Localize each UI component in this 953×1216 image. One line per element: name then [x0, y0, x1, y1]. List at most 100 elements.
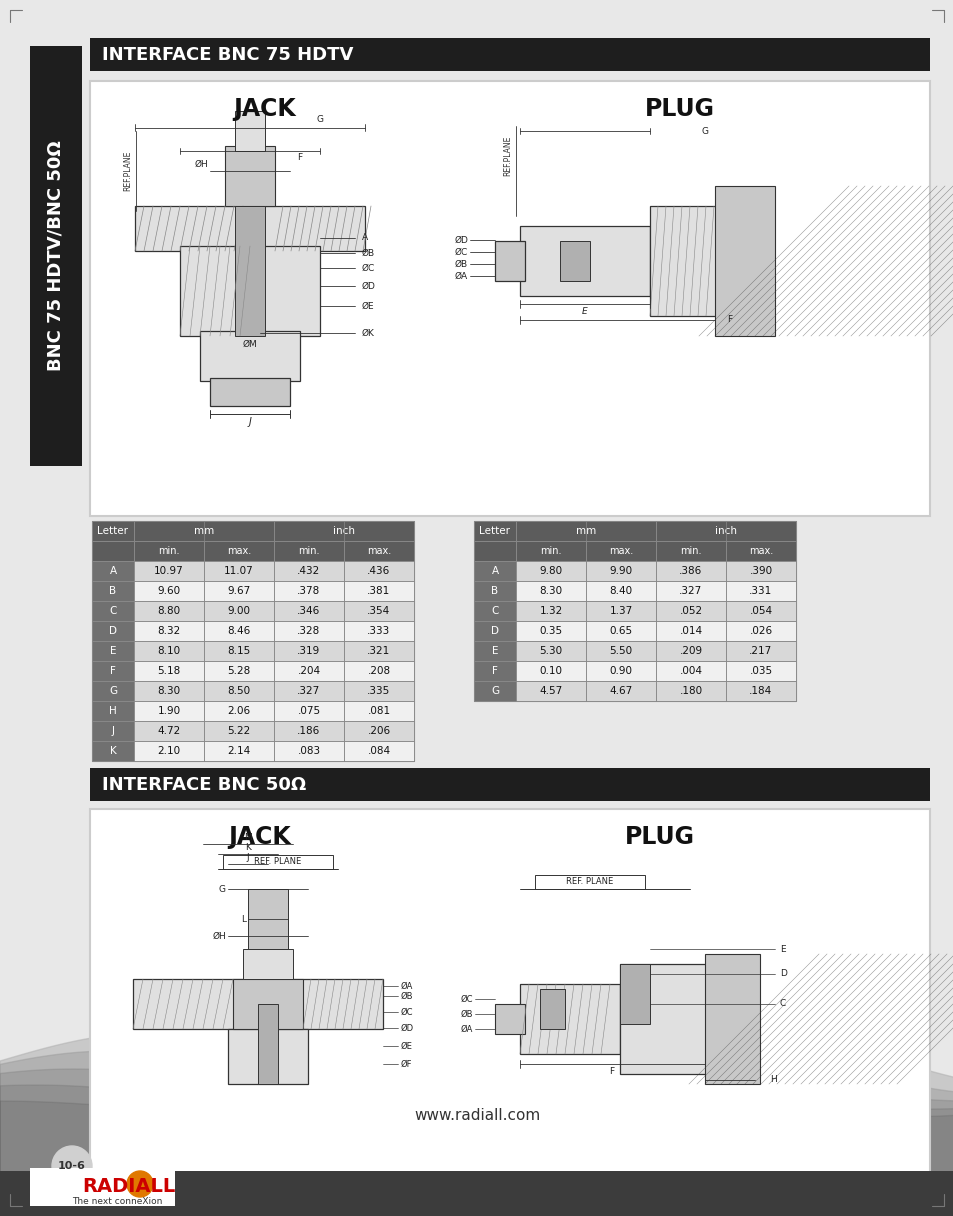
Text: ØC: ØC: [455, 248, 468, 257]
Text: 1.32: 1.32: [538, 606, 562, 617]
Text: Letter: Letter: [479, 527, 510, 536]
Bar: [585, 641, 656, 662]
Text: .186: .186: [297, 726, 320, 736]
Text: M: M: [244, 833, 252, 841]
Text: .390: .390: [749, 565, 772, 576]
Text: 8.40: 8.40: [609, 586, 632, 596]
Text: INTERFACE BNC 50Ω: INTERFACE BNC 50Ω: [102, 776, 306, 794]
Text: ØK: ØK: [361, 328, 375, 338]
Bar: [204, 561, 274, 581]
Text: K: K: [245, 843, 251, 851]
Text: E: E: [110, 646, 116, 655]
Bar: [516, 662, 585, 681]
Bar: [344, 581, 414, 601]
Bar: [516, 520, 656, 541]
Text: J: J: [249, 417, 252, 427]
Circle shape: [52, 1145, 91, 1186]
Text: A: A: [110, 565, 116, 576]
Bar: [344, 741, 414, 761]
Text: REF. PLANE: REF. PLANE: [566, 878, 613, 886]
Bar: [30, 1169, 174, 1206]
Bar: [133, 541, 204, 561]
Text: E: E: [581, 308, 587, 316]
Text: 8.80: 8.80: [157, 606, 180, 617]
Bar: [656, 581, 725, 601]
Bar: [90, 81, 929, 516]
Text: .327: .327: [679, 586, 702, 596]
Text: J: J: [247, 852, 249, 861]
Bar: [91, 541, 133, 561]
Bar: [274, 581, 344, 601]
Text: min.: min.: [539, 546, 561, 556]
Text: ØB: ØB: [455, 259, 468, 269]
Text: ØB: ØB: [400, 991, 413, 1001]
Bar: [725, 641, 795, 662]
Bar: [91, 601, 133, 621]
Text: 0.35: 0.35: [538, 626, 562, 636]
Bar: [274, 681, 344, 700]
Text: B: B: [110, 586, 116, 596]
Text: ØC: ØC: [361, 264, 375, 272]
Text: .217: .217: [749, 646, 772, 655]
Bar: [248, 889, 288, 948]
Bar: [344, 601, 414, 621]
Text: JACK: JACK: [233, 97, 296, 122]
Text: .206: .206: [367, 726, 390, 736]
Text: JACK: JACK: [229, 824, 291, 849]
Text: INTERFACE BNC 75 HDTV: INTERFACE BNC 75 HDTV: [102, 45, 353, 63]
Text: 9.00: 9.00: [227, 606, 251, 617]
Bar: [474, 541, 516, 561]
Text: 2.06: 2.06: [227, 706, 251, 716]
Bar: [91, 741, 133, 761]
Bar: [274, 520, 414, 541]
Bar: [133, 561, 204, 581]
Text: .328: .328: [297, 626, 320, 636]
Text: 10.97: 10.97: [154, 565, 184, 576]
Text: min.: min.: [679, 546, 701, 556]
Text: BNC 75 HDTV/BNC 50Ω: BNC 75 HDTV/BNC 50Ω: [47, 141, 65, 371]
Text: ØH: ØH: [212, 931, 226, 940]
Text: 5.50: 5.50: [609, 646, 632, 655]
Text: .208: .208: [367, 666, 390, 676]
Text: G: G: [316, 116, 323, 124]
Bar: [474, 581, 516, 601]
Bar: [519, 226, 649, 295]
Text: max.: max.: [227, 546, 251, 556]
Text: E: E: [780, 945, 785, 953]
Text: .081: .081: [367, 706, 390, 716]
Bar: [656, 621, 725, 641]
Text: max.: max.: [608, 546, 633, 556]
Text: ØA: ØA: [460, 1025, 473, 1034]
Bar: [344, 721, 414, 741]
Bar: [90, 38, 929, 71]
Bar: [559, 241, 589, 281]
Bar: [656, 601, 725, 621]
Bar: [204, 721, 274, 741]
Bar: [656, 662, 725, 681]
Bar: [274, 721, 344, 741]
Bar: [516, 621, 585, 641]
Text: 11.07: 11.07: [224, 565, 253, 576]
Bar: [344, 621, 414, 641]
Text: ØD: ØD: [454, 236, 468, 244]
Bar: [91, 520, 133, 541]
Text: J: J: [112, 726, 114, 736]
Text: B: B: [491, 586, 498, 596]
Bar: [725, 561, 795, 581]
Text: D: D: [780, 969, 786, 979]
Bar: [133, 741, 204, 761]
Bar: [656, 520, 795, 541]
Bar: [91, 581, 133, 601]
Text: max.: max.: [748, 546, 772, 556]
Bar: [30, 46, 82, 466]
Bar: [204, 641, 274, 662]
Text: .432: .432: [297, 565, 320, 576]
Bar: [274, 741, 344, 761]
Bar: [474, 641, 516, 662]
Bar: [200, 331, 299, 381]
Bar: [519, 984, 619, 1054]
Bar: [234, 206, 265, 336]
Text: 10-6: 10-6: [58, 1161, 86, 1171]
Text: E: E: [491, 646, 497, 655]
Bar: [133, 700, 204, 721]
